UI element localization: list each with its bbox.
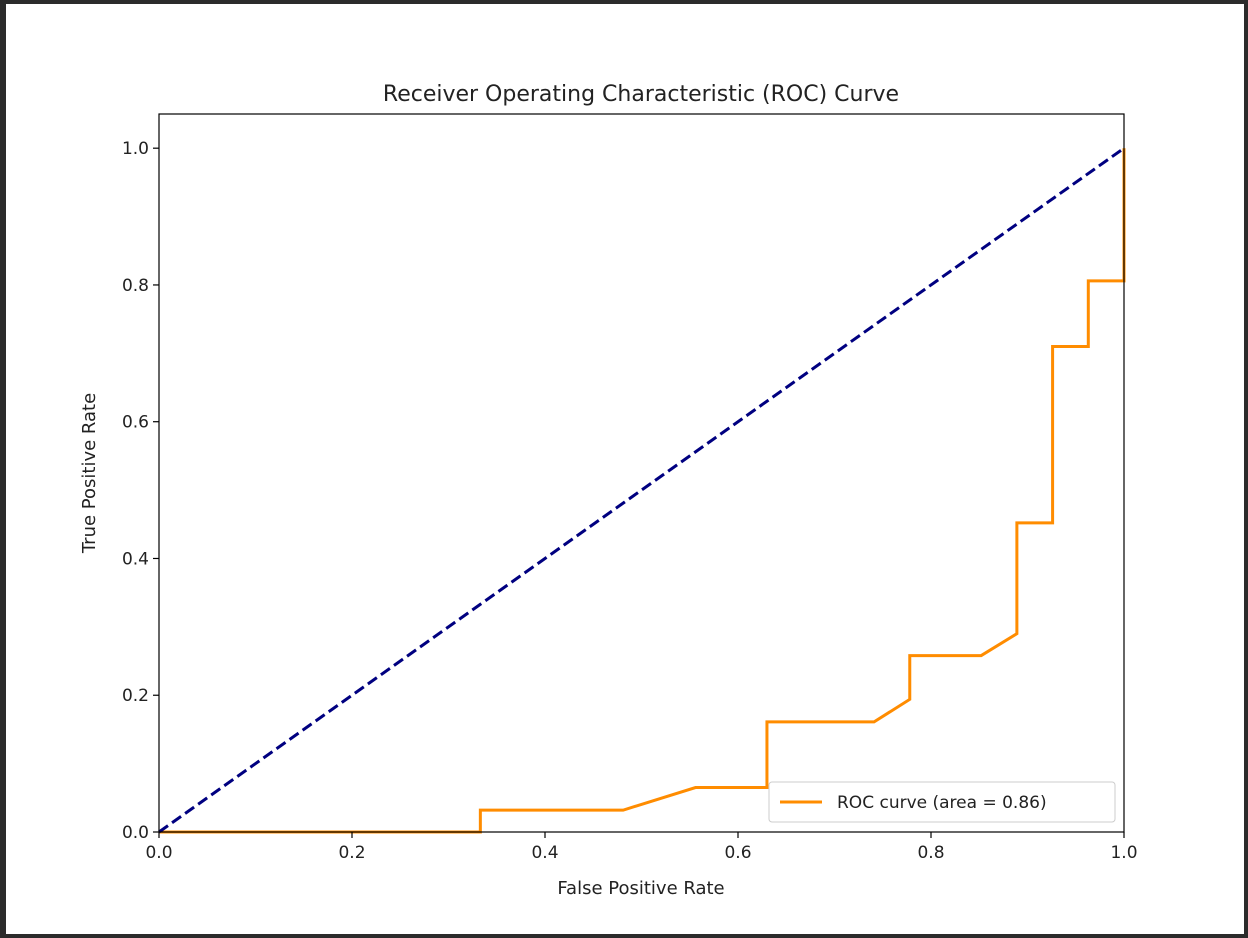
legend-box	[768, 781, 1116, 823]
chart-title: Receiver Operating Characteristic (ROC) …	[383, 82, 899, 107]
x-tick-label: 1.0	[1110, 843, 1137, 863]
y-axis-label: True Positive Rate	[79, 393, 100, 554]
roc-curve-line	[159, 148, 1126, 834]
plot-frame	[158, 113, 1125, 833]
x-axis: 0.0 0.2 0.4 0.6 0.8 1.0	[145, 832, 1138, 863]
plot-area	[158, 146, 1126, 834]
figure-panel: Receiver Operating Characteristic (ROC) …	[6, 4, 1244, 934]
y-tick-label: 0.0	[122, 823, 149, 843]
y-tick-label: 0.2	[122, 686, 149, 706]
x-tick-label: 0.6	[724, 843, 751, 863]
y-tick-label: 0.8	[122, 276, 149, 296]
x-tick-label: 0.4	[531, 843, 558, 863]
y-axis: 0.0 0.2 0.4 0.6 0.8 1.0	[122, 139, 159, 843]
roc-chart: Receiver Operating Characteristic (ROC) …	[6, 4, 1244, 934]
x-tick-label: 0.0	[145, 843, 172, 863]
legend-label-roc: ROC curve (area = 0.86)	[837, 793, 1047, 813]
x-axis-label: False Positive Rate	[557, 878, 724, 899]
y-tick-label: 0.6	[122, 413, 149, 433]
chance-line	[158, 146, 1125, 834]
y-tick-label: 0.4	[122, 549, 149, 569]
x-tick-label: 0.2	[338, 843, 365, 863]
y-tick-label: 1.0	[122, 139, 149, 159]
x-tick-label: 0.8	[917, 843, 944, 863]
legend: ROC curve (area = 0.86)	[768, 781, 1116, 823]
chart-background	[6, 4, 1244, 934]
